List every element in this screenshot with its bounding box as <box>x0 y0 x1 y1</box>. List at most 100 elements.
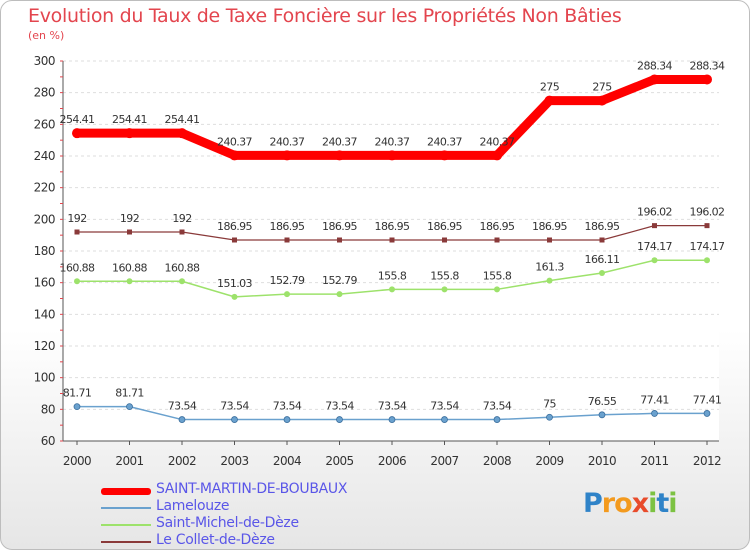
y-tick-label: 200 <box>34 212 55 226</box>
data-point <box>649 74 660 85</box>
data-label: 186.95 <box>217 220 252 233</box>
y-tick-label: 120 <box>34 339 55 353</box>
data-label: 73.54 <box>483 400 512 413</box>
data-point <box>704 257 710 264</box>
data-label: 174.17 <box>690 240 725 253</box>
data-point <box>599 237 605 243</box>
data-label: 240.37 <box>322 135 357 148</box>
line-chart: 60 80 100 120 140 160 180 200 220 240 260 280 300 200… <box>34 54 726 468</box>
legend-swatch <box>101 524 151 526</box>
y-tick-label: 240 <box>34 149 55 163</box>
legend-swatch <box>101 507 151 509</box>
y-tick-label: 60 <box>41 434 55 448</box>
data-label: 155.8 <box>430 269 459 282</box>
x-tick-label: 2003 <box>220 454 248 468</box>
legend-label: SAINT-MARTIN-DE-BOUBAUX <box>156 481 348 497</box>
data-point <box>124 128 135 139</box>
data-label: 166.11 <box>585 253 620 266</box>
data-label: 254.41 <box>165 113 200 126</box>
data-label: 160.88 <box>165 261 200 274</box>
data-point <box>442 237 447 243</box>
data-point <box>494 237 500 243</box>
y-tick-label: 280 <box>34 86 55 100</box>
x-tick-label: 2005 <box>325 454 353 468</box>
data-point <box>704 223 710 229</box>
data-label: 288.34 <box>690 59 725 72</box>
data-label: 160.88 <box>60 261 95 274</box>
logo-letter: t <box>656 488 669 519</box>
data-label: 73.54 <box>325 400 354 413</box>
data-label: 186.95 <box>270 220 305 233</box>
data-label: 73.54 <box>430 400 459 413</box>
data-point <box>597 95 607 106</box>
data-point <box>651 257 658 264</box>
data-point <box>231 293 238 300</box>
y-tick-label: 80 <box>41 402 55 416</box>
data-point <box>651 410 658 417</box>
data-point <box>282 150 292 161</box>
data-label: 152.79 <box>270 274 305 287</box>
logo-letter: o <box>614 488 633 519</box>
data-label: 275 <box>540 81 560 94</box>
data-label: 73.54 <box>168 400 197 413</box>
legend-swatch <box>101 541 151 543</box>
x-tick-label: 2006 <box>378 454 406 468</box>
x-tick-label: 2002 <box>168 454 196 468</box>
logo-letter: r <box>601 488 615 519</box>
data-point <box>229 150 240 161</box>
data-label: 186.95 <box>322 220 357 233</box>
x-tick-label: 2000 <box>63 454 91 468</box>
data-label: 186.95 <box>375 220 410 233</box>
data-point <box>703 410 711 417</box>
chart-title: Evolution du Taux de Taxe Foncière sur l… <box>28 5 622 27</box>
x-tick-label: 2012 <box>693 454 721 468</box>
x-tick-label: 2009 <box>535 454 563 468</box>
data-label: 155.8 <box>483 269 512 282</box>
data-label: 155.8 <box>378 269 407 282</box>
data-point <box>441 416 448 423</box>
data-label: 288.34 <box>637 59 672 72</box>
data-point <box>284 237 290 243</box>
data-label: 77.41 <box>693 393 722 406</box>
legend-label: Le Collet-de-Dèze <box>156 532 275 548</box>
data-label: 73.54 <box>378 400 407 413</box>
legend-label: Lamelouze <box>156 498 230 514</box>
data-label: 186.95 <box>585 220 620 233</box>
data-label: 240.37 <box>217 135 252 148</box>
data-label: 196.02 <box>690 206 725 219</box>
data-point <box>232 237 237 243</box>
data-point <box>337 237 342 243</box>
data-label: 196.02 <box>637 206 672 219</box>
logo-letter: x <box>631 488 649 519</box>
data-label: 192 <box>67 212 86 225</box>
data-point <box>179 229 185 235</box>
data-point <box>439 150 450 161</box>
legend-swatch <box>101 488 151 495</box>
data-label: 186.95 <box>532 220 567 233</box>
data-point <box>127 229 132 235</box>
data-point <box>599 269 605 276</box>
x-tick-label: 2011 <box>640 454 668 468</box>
data-point <box>441 286 448 293</box>
data-label: 240.37 <box>427 135 462 148</box>
data-point <box>283 416 291 423</box>
logo-letter: i <box>668 488 677 519</box>
data-label: 161.3 <box>535 261 564 274</box>
y-tick-label: 260 <box>34 117 55 131</box>
x-tick-label: 2010 <box>588 454 616 468</box>
data-point <box>284 291 290 298</box>
x-tick-label: 2004 <box>273 454 301 468</box>
data-label: 174.17 <box>637 240 672 253</box>
data-point <box>544 95 555 106</box>
data-point <box>74 278 80 285</box>
logo-letter: i <box>648 488 657 519</box>
x-tick-label: 2007 <box>430 454 458 468</box>
data-point <box>547 237 552 243</box>
data-label: 240.37 <box>480 135 515 148</box>
data-point <box>74 229 80 235</box>
data-label: 240.37 <box>270 135 305 148</box>
data-label: 73.54 <box>220 400 249 413</box>
proxiti-logo: Proxiti <box>583 488 678 519</box>
data-point <box>389 237 395 243</box>
